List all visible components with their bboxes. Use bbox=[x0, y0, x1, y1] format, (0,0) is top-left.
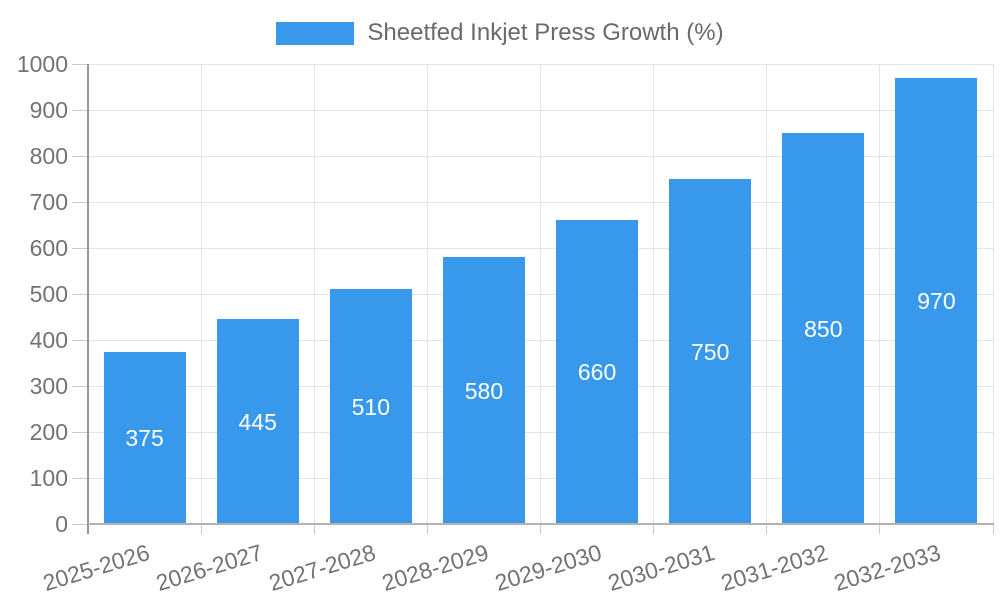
x-tick-mark bbox=[992, 524, 994, 534]
y-tick-mark bbox=[72, 339, 88, 341]
bar-value-label: 750 bbox=[691, 338, 730, 365]
bar[interactable]: 375 bbox=[103, 351, 186, 524]
x-gridline bbox=[540, 64, 541, 524]
x-gridline bbox=[200, 64, 202, 524]
y-tick-mark bbox=[72, 63, 88, 65]
x-tick-mark bbox=[653, 524, 655, 534]
x-tick-label: 2031-2032 bbox=[718, 539, 831, 597]
y-tick-label: 900 bbox=[29, 97, 68, 123]
x-tick-mark bbox=[426, 524, 428, 534]
x-tick-label: 2025-2026 bbox=[39, 539, 153, 597]
y-axis-line bbox=[87, 64, 89, 534]
legend-swatch-icon bbox=[276, 21, 355, 45]
x-gridline bbox=[426, 64, 428, 524]
x-axis-line bbox=[88, 523, 994, 525]
x-tick-label: 2029-2030 bbox=[491, 539, 605, 597]
x-tick-mark bbox=[313, 524, 315, 534]
x-tick-label: 2030-2031 bbox=[604, 539, 718, 597]
y-tick-label: 800 bbox=[29, 143, 68, 169]
bar[interactable]: 660 bbox=[556, 220, 639, 524]
bar-value-label: 445 bbox=[238, 408, 277, 435]
x-gridline bbox=[653, 64, 655, 524]
y-tick-label: 0 bbox=[55, 511, 68, 537]
y-tick-label: 700 bbox=[29, 189, 68, 215]
y-tick-mark bbox=[72, 109, 88, 111]
y-tick-mark bbox=[72, 293, 88, 295]
y-tick-mark bbox=[72, 477, 88, 479]
legend-item[interactable]: Sheetfed Inkjet Press Growth (%) bbox=[0, 19, 1000, 46]
x-tick-label: 2032-2033 bbox=[831, 539, 945, 597]
bar[interactable]: 445 bbox=[216, 319, 299, 524]
y-tick-label: 600 bbox=[29, 235, 68, 261]
y-tick-mark bbox=[72, 523, 88, 525]
bar[interactable]: 850 bbox=[782, 133, 865, 524]
x-gridline bbox=[313, 64, 315, 524]
y-tick-label: 400 bbox=[29, 327, 68, 353]
y-tick-label: 200 bbox=[29, 419, 68, 445]
x-tick-label: 2027-2028 bbox=[265, 539, 379, 597]
x-tick-label: 2028-2029 bbox=[378, 539, 492, 597]
bar[interactable]: 970 bbox=[895, 77, 978, 524]
bar-value-label: 970 bbox=[917, 287, 956, 314]
x-tick-label: 2026-2027 bbox=[152, 539, 266, 597]
x-gridline bbox=[992, 64, 994, 524]
x-gridline bbox=[766, 64, 768, 524]
x-tick-mark bbox=[200, 524, 202, 534]
bar-value-label: 375 bbox=[125, 424, 164, 451]
x-tick-mark bbox=[879, 524, 881, 534]
y-tick-label: 100 bbox=[29, 465, 68, 491]
legend-label: Sheetfed Inkjet Press Growth (%) bbox=[367, 19, 724, 46]
bar-value-label: 660 bbox=[577, 359, 617, 386]
bar[interactable]: 510 bbox=[329, 289, 412, 524]
bar[interactable]: 580 bbox=[442, 257, 525, 524]
x-gridline bbox=[879, 64, 881, 524]
y-tick-label: 1000 bbox=[16, 51, 68, 77]
y-tick-mark bbox=[72, 385, 88, 387]
x-tick-mark bbox=[766, 524, 768, 534]
bar-value-label: 850 bbox=[804, 315, 843, 342]
y-tick-label: 300 bbox=[29, 373, 68, 399]
y-tick-label: 500 bbox=[29, 281, 68, 307]
y-tick-mark bbox=[72, 201, 88, 203]
y-tick-mark bbox=[72, 431, 88, 433]
bar[interactable]: 750 bbox=[669, 179, 752, 524]
bar-value-label: 580 bbox=[464, 377, 504, 404]
bar-value-label: 510 bbox=[351, 393, 390, 420]
y-tick-mark bbox=[72, 247, 88, 249]
x-tick-mark bbox=[540, 524, 541, 534]
y-tick-mark bbox=[72, 155, 88, 157]
